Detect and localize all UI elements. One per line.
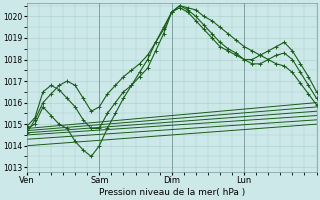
X-axis label: Pression niveau de la mer( hPa ): Pression niveau de la mer( hPa ) [99,188,245,197]
